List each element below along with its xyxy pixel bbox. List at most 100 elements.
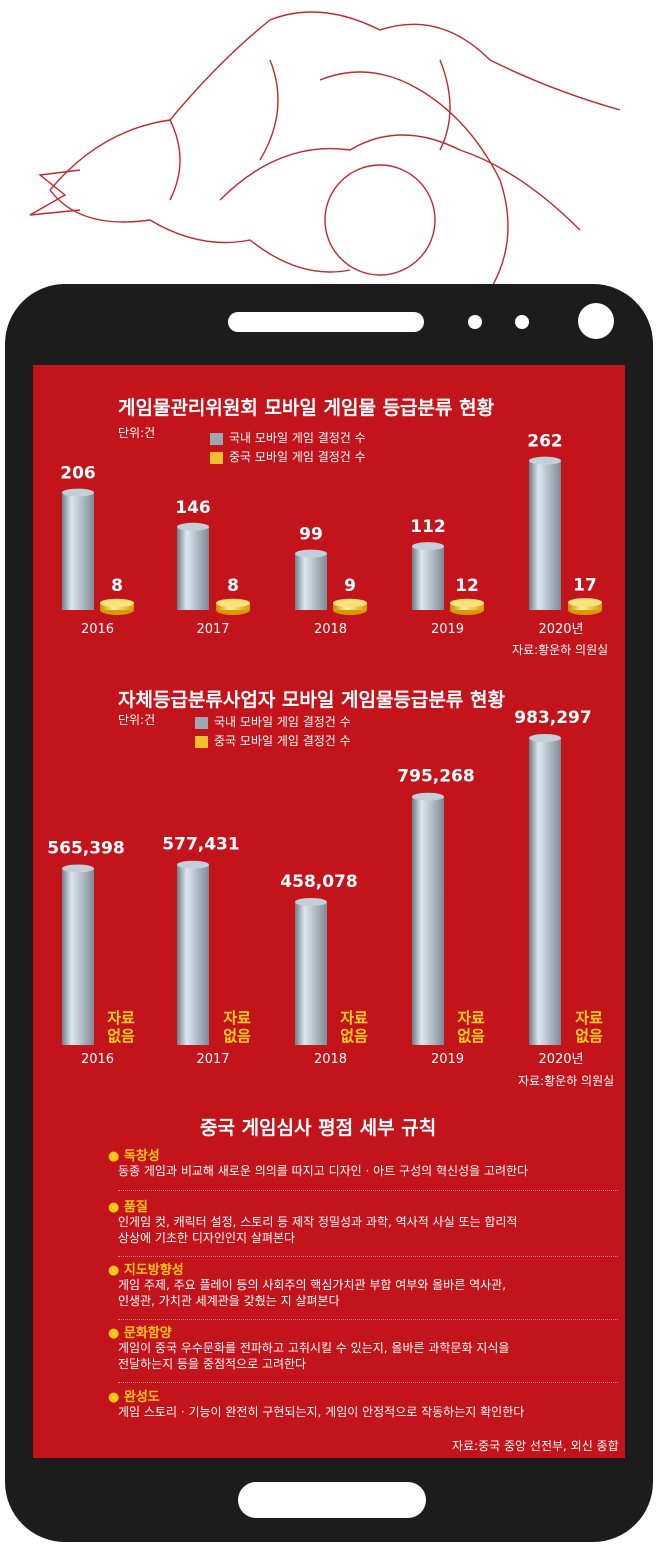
bar-domestic-cap [529,734,561,742]
rule-item-heading: ● 문화함양 [108,1326,172,1341]
value-label: 983,297 [514,708,591,728]
rule-item-heading: ● 품질 [108,1200,148,1215]
bar-chinese-cap [568,598,602,607]
legend-label: 국내 모바일 게임 결정건 수 [214,715,351,729]
x-tick-label: 2018 [314,622,347,637]
bar-domestic [295,553,327,610]
camera-icon [578,303,614,339]
chart1: 2068201614682017999201811212201926217202… [60,432,602,637]
value-label: 112 [410,517,446,537]
bar-domestic [295,901,327,1045]
legend-label: 중국 모바일 게임 결정건 수 [214,734,351,748]
bar-domestic [412,796,444,1045]
rule-description: 동종 게임과 비교해 새로운 의의를 따지고 디자인 · 아트 구성의 혁신성을… [118,1164,529,1178]
chart1-unit: 단위:건 [118,426,156,440]
bar-domestic [62,492,94,610]
legend-domestic: 국내 모바일 게임 결정건 수 [210,429,366,446]
bar-domestic [412,546,444,610]
x-tick-label: 2016 [81,622,114,637]
bar-domestic-cap [295,549,327,558]
bar-domestic [177,864,209,1045]
screen [33,365,625,1458]
value-label: 795,268 [397,767,474,787]
chart2-title: 자체등급분류사업자 모바일 게임물등급분류 현황 [118,689,505,711]
bar-chinese-cap [450,598,484,608]
bar-domestic-cap [529,456,561,465]
bar-domestic [62,868,94,1045]
legend-chinese: 중국 모바일 게임 결정건 수 [195,732,351,749]
x-tick-label: 2017 [196,622,229,637]
legend-domestic: 국내 모바일 게임 결정건 수 [195,713,351,730]
chart2-source: 자료:황운하 의원실 [518,1074,615,1088]
rule-item-heading: ● 독창성 [108,1149,160,1164]
value-label: 262 [527,432,563,452]
value-label: 206 [60,464,96,484]
divider [118,1190,618,1191]
value-label: 12 [455,576,479,596]
bar-domestic-cap [412,542,444,551]
no-data-label: 자료 [107,1009,135,1027]
divider [118,1319,618,1320]
rule-item-heading: ● 완성도 [108,1390,160,1405]
bar-domestic [529,460,561,610]
no-data-label: 자료 [340,1009,368,1027]
value-label: 577,431 [162,835,239,855]
speaker-slot [228,312,424,332]
x-tick-label: 2020년 [538,622,583,637]
bar-chinese-cap [100,598,134,608]
bar-domestic [529,738,561,1045]
x-tick-label: 2020년 [538,1052,583,1067]
rules-source: 자료:중국 중앙 선전부, 외신 종합 [452,1439,619,1453]
bar-domestic-cap [177,522,209,531]
rule-description: 상상에 기초한 디자인인지 살펴본다 [118,1231,296,1245]
no-data-label: 없음 [457,1027,485,1045]
rules-title: 중국 게임심사 평점 세부 규칙 [200,1117,437,1139]
divider [118,1256,618,1257]
rule-heading-text: 지도방향성 [123,1263,184,1278]
legend-swatch-chinese [195,735,208,748]
value-label: 17 [573,575,597,595]
value-label: 8 [111,576,123,596]
rule-item-heading: ● 지도방향성 [108,1263,184,1278]
legend-swatch-chinese [210,451,223,464]
rule-heading-text: 완성도 [123,1390,160,1405]
bar-chinese-cap [333,598,367,608]
value-label: 99 [299,525,323,545]
value-label: 565,398 [47,838,124,858]
no-data-label: 자료 [575,1009,603,1027]
legend-label: 국내 모바일 게임 결정건 수 [229,431,366,445]
sensor-dot [515,315,529,329]
x-tick-label: 2016 [81,1052,114,1067]
bar-domestic [177,526,209,610]
legend-swatch-domestic [195,716,208,729]
bar-domestic-cap [295,897,327,906]
value-label: 9 [344,576,356,596]
rule-description: 인생관, 가치관 세계관을 갖췄는 지 살펴본다 [118,1294,340,1308]
divider [118,1382,618,1383]
no-data-label: 자료 [223,1009,251,1027]
no-data-label: 없음 [223,1027,251,1045]
no-data-label: 없음 [340,1027,368,1045]
value-label: 458,078 [280,872,357,892]
rule-description: 게임 스토리 · 기능이 완전히 구현되는지, 게임이 안정적으로 작동하는지 … [118,1405,525,1419]
x-tick-label: 2019 [431,622,464,637]
x-tick-label: 2018 [314,1052,347,1067]
no-data-label: 없음 [575,1027,603,1045]
legend-swatch-domestic [210,432,223,445]
x-tick-label: 2019 [431,1052,464,1067]
rule-description: 게임 주제, 주요 플레이 등의 사회주의 핵심가치관 부합 여부와 올바른 역… [118,1278,507,1292]
value-label: 146 [175,498,211,518]
chart1-source: 자료:황운하 의원실 [512,643,609,657]
sensor-dot [468,315,482,329]
bar-domestic-cap [177,860,209,869]
bar-domestic-cap [62,864,94,873]
chart1-title: 게임물관리위원회 모바일 게임물 등급분류 현황 [118,397,495,419]
chart2-unit: 단위:건 [118,713,156,727]
rule-heading-text: 문화함양 [123,1326,172,1341]
x-tick-label: 2017 [196,1052,229,1067]
bar-chinese-cap [216,598,250,608]
bar-domestic-cap [62,488,94,497]
rule-description: 전달하는지 등을 중점적으로 고려한다 [118,1357,307,1371]
